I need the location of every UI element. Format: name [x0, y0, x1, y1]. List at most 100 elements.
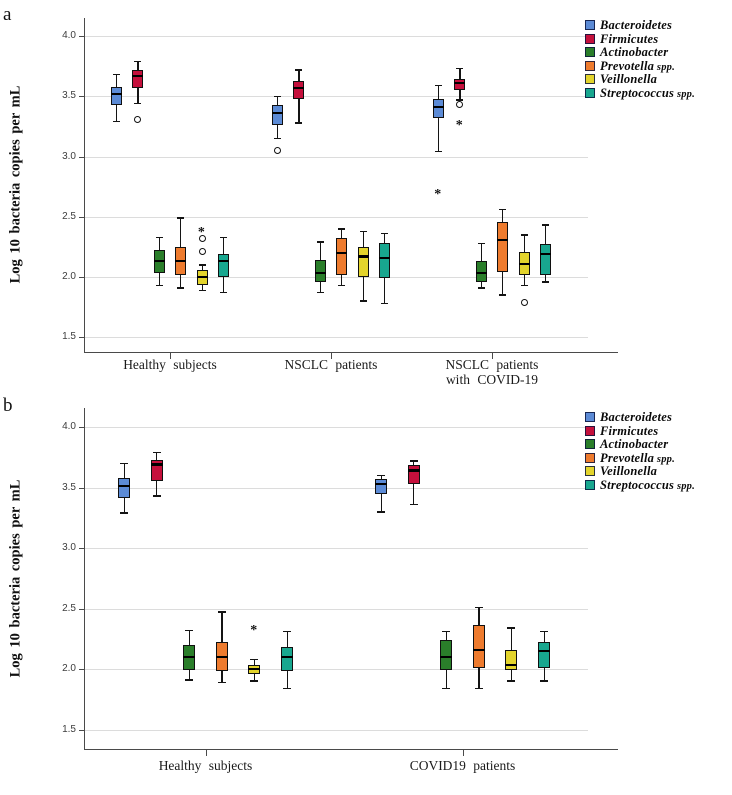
gridline [84, 669, 588, 670]
box-firmicutes-group3 [454, 79, 466, 91]
whisker-cap-bottom-actinobacter-group3 [477, 287, 485, 289]
median-line-actinobacter-group2 [440, 655, 453, 658]
whisker-bacteroidetes-group2 [380, 475, 382, 512]
median-line-actinobacter-group1 [153, 260, 165, 263]
whisker-cap-top-firmicutes-group2 [409, 460, 418, 462]
box-veillonella-group2 [357, 246, 369, 277]
whisker-cap-bottom-streptococcus-group2 [381, 302, 388, 305]
median-line-veillonella-group3 [518, 262, 530, 265]
whisker-cap-top-bacteroidetes-group2 [274, 95, 281, 98]
whisker-cap-bottom-prevotella-group1 [217, 681, 226, 684]
legend-label-prevotella: Prevotella spp. [600, 59, 675, 74]
legend-swatch-veillonella [585, 74, 595, 84]
median-line-firmicutes-group2 [407, 469, 420, 472]
whisker-cap-bottom-actinobacter-group1 [185, 679, 194, 681]
whisker-cap-bottom-bacteroidetes-group2 [274, 137, 281, 140]
median-line-actinobacter-group2 [314, 272, 326, 275]
x-tick [205, 750, 207, 756]
whisker-cap-top-firmicutes-group3 [456, 67, 464, 70]
legend-label-firmicutes: Firmicutes [600, 32, 658, 47]
legend-label-text: Actinobacter [600, 45, 669, 59]
legend-swatch-streptococcus [585, 87, 595, 98]
y-tick [79, 669, 84, 670]
legend-swatch-prevotella [585, 452, 595, 463]
outlier-asterisk-bacteroidetes-group3: * [434, 187, 442, 203]
whisker-cap-bottom-prevotella-group3 [499, 294, 507, 296]
legend-label-text: Bacteroidetes [600, 18, 673, 32]
whisker-cap-top-bacteroidetes-group1 [120, 462, 128, 465]
legend-label-suffix: spp. [674, 480, 695, 492]
gridline [84, 337, 588, 339]
y-tick-label: 3.0 [62, 150, 76, 162]
legend-label-actinobacter: Actinobacter [600, 45, 668, 60]
box-streptococcus-group1 [218, 254, 229, 277]
median-line-veillonella-group1 [196, 275, 208, 279]
box-bacteroidetes-group3 [433, 98, 444, 118]
whisker-cap-bottom-veillonella-group3 [520, 284, 528, 287]
whisker-cap-top-prevotella-group3 [499, 208, 507, 211]
panel-letter-a: a [3, 4, 12, 25]
whisker-cap-bottom-streptococcus-group2 [540, 680, 548, 682]
outlier-circle-veillonella-group1 [198, 248, 206, 256]
box-actinobacter-group2 [440, 639, 453, 671]
whisker-cap-top-firmicutes-group1 [152, 451, 161, 454]
legend-label-streptococcus: Streptococcus spp. [600, 86, 695, 101]
median-line-streptococcus-group2 [538, 649, 550, 652]
x-tick-label: NSCLC patients [445, 357, 539, 372]
legend-label-text: Firmicutes [600, 423, 659, 438]
whisker-cap-top-actinobacter-group1 [155, 236, 163, 239]
y-tick [79, 427, 84, 428]
legend-swatch-actinobacter [585, 439, 595, 449]
whisker-cap-bottom-bacteroidetes-group1 [113, 120, 120, 123]
box-streptococcus-group2 [538, 642, 550, 668]
x-axis-line [84, 749, 618, 750]
legend-swatch-veillonella [585, 466, 595, 476]
y-tick [79, 36, 84, 37]
outlier-circle-firmicutes-group1 [134, 115, 142, 123]
x-axis-line [84, 352, 618, 353]
panel-a: a Log 10 bacteria copies per mL 4.0 3.5 3.… [0, 0, 732, 395]
whisker-cap-bottom-firmicutes-group1 [134, 102, 142, 105]
whisker-cap-top-actinobacter-group3 [477, 242, 485, 245]
legend-label-prevotella: Prevotella spp. [600, 451, 675, 466]
x-tick-label: COVID19 patients [409, 758, 516, 773]
median-line-streptococcus-group1 [281, 655, 293, 658]
y-tick-label: 4.0 [62, 421, 76, 432]
gridline [84, 608, 588, 610]
legend-label-streptococcus: Streptococcus spp. [600, 478, 695, 493]
whisker-cap-top-firmicutes-group1 [134, 60, 142, 63]
whisker-cap-top-prevotella-group2 [338, 228, 346, 230]
median-line-firmicutes-group1 [132, 74, 144, 77]
whisker-cap-bottom-firmicutes-group2 [409, 503, 418, 506]
median-line-actinobacter-group3 [475, 272, 487, 275]
median-line-bacteroidetes-group3 [433, 105, 444, 109]
legend-label-actinobacter: Actinobacter [600, 437, 668, 452]
whisker-cap-bottom-veillonella-group2 [507, 680, 516, 682]
gridline [84, 156, 588, 158]
whisker-cap-top-veillonella-group2 [359, 230, 367, 232]
outlier-circle-veillonella-group3 [520, 298, 528, 306]
median-line-streptococcus-group1 [218, 260, 229, 263]
whisker-cap-bottom-actinobacter-group2 [442, 687, 451, 690]
whisker-cap-top-streptococcus-group1 [220, 236, 227, 239]
gridline [84, 277, 588, 278]
box-streptococcus-group3 [540, 244, 551, 275]
whisker-cap-top-bacteroidetes-group1 [113, 73, 120, 76]
legend-swatch-streptococcus [585, 479, 595, 490]
median-line-firmicutes-group2 [293, 86, 305, 89]
legend-label-text: Prevotella [600, 450, 655, 465]
y-tick-label: 3.5 [62, 90, 76, 102]
legend-swatch-bacteroidetes [585, 20, 595, 30]
y-tick-label: 1.5 [62, 331, 76, 343]
median-line-veillonella-group2 [505, 664, 518, 667]
legend-swatch-prevotella [585, 60, 595, 71]
box-bacteroidetes-group2 [272, 104, 283, 126]
outlier-circle-firmicutes-group3 [456, 101, 464, 109]
legend-label-veillonella: Veillonella [600, 464, 657, 479]
x-tick-label: with COVID-19 [445, 372, 539, 387]
whisker-cap-top-streptococcus-group2 [540, 630, 548, 633]
x-tick [331, 353, 332, 359]
median-line-bacteroidetes-group2 [375, 482, 387, 485]
y-tick [79, 96, 84, 98]
y-tick [79, 156, 84, 158]
